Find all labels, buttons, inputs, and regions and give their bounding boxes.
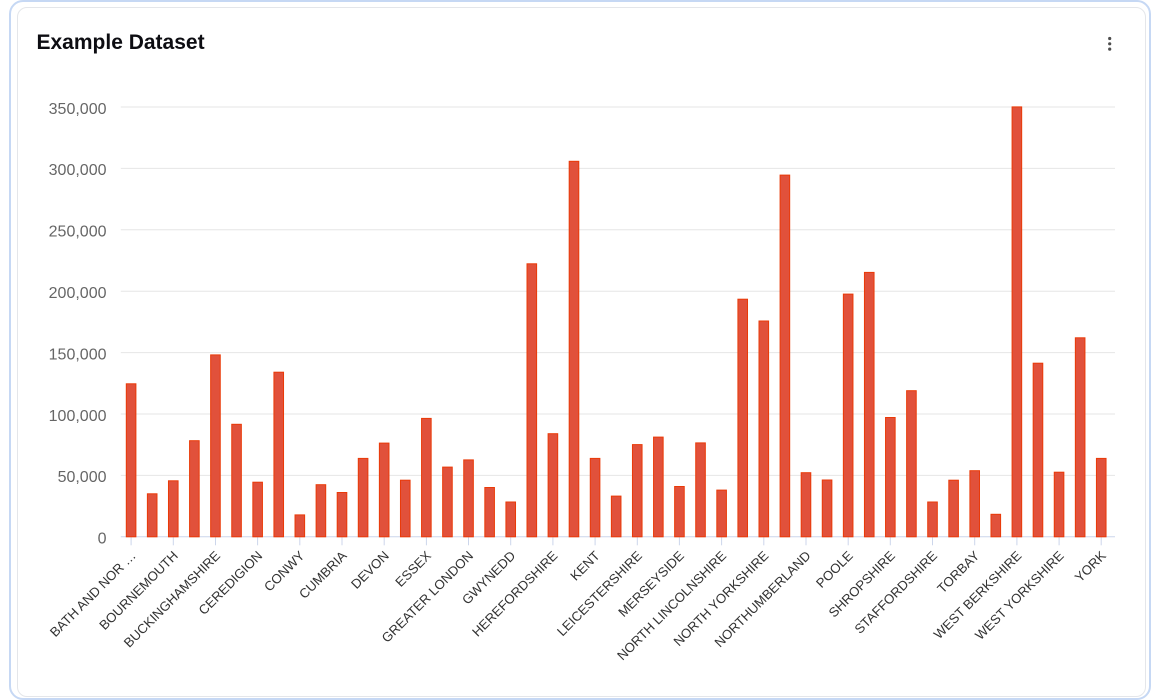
svg-text:150,000: 150,000 bbox=[49, 346, 107, 363]
svg-text:200,000: 200,000 bbox=[49, 285, 107, 302]
svg-text:KENT: KENT bbox=[567, 548, 602, 583]
svg-text:350,000: 350,000 bbox=[49, 101, 107, 118]
svg-text:POOLE: POOLE bbox=[813, 548, 856, 591]
svg-text:ESSEX: ESSEX bbox=[392, 548, 434, 590]
svg-text:DEVON: DEVON bbox=[348, 548, 392, 592]
svg-text:YORK: YORK bbox=[1072, 548, 1109, 585]
svg-text:100,000: 100,000 bbox=[49, 408, 107, 425]
svg-text:STAFFORDSHIRE: STAFFORDSHIRE bbox=[851, 548, 940, 637]
svg-text:0: 0 bbox=[98, 531, 107, 548]
svg-text:BOURNEMOUTH: BOURNEMOUTH bbox=[96, 548, 181, 633]
svg-text:250,000: 250,000 bbox=[49, 224, 107, 241]
svg-text:50,000: 50,000 bbox=[58, 469, 107, 486]
svg-text:300,000: 300,000 bbox=[49, 162, 107, 179]
